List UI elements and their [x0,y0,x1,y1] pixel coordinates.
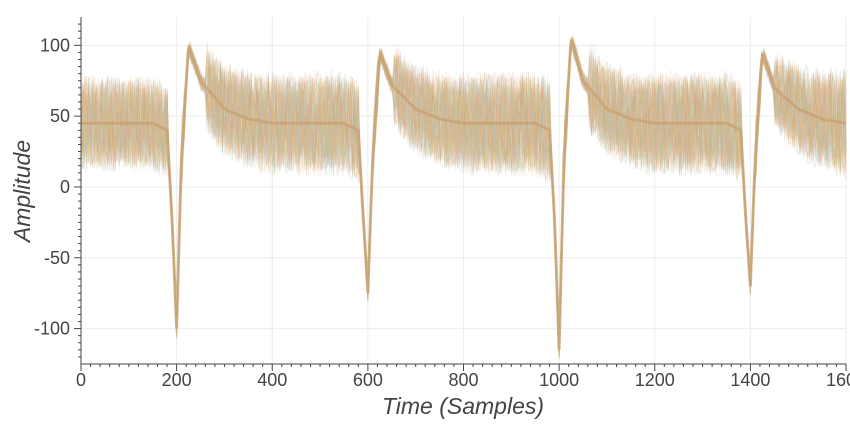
series-line [80,39,847,354]
series-line [80,45,847,358]
series-line [80,38,847,346]
x-tick-label: 1600 [826,370,850,390]
x-axis-title: Time (Samples) [382,393,544,419]
series-line [80,48,847,347]
series-line [80,38,847,351]
y-tick-label: -50 [44,248,70,268]
y-tick-label: 0 [60,177,70,197]
series-line [80,34,847,353]
y-tick-label: 100 [40,35,70,55]
series-line [80,45,847,354]
series-line [80,42,847,350]
series-line [80,44,847,353]
series-line [80,42,847,359]
series-line [80,39,847,344]
y-axis-title: Amplitude [9,140,35,244]
series-line [80,38,847,355]
series-line [80,41,847,351]
series-line [80,43,847,359]
series-line [80,44,847,347]
series-line [80,46,847,349]
series-line [80,37,847,354]
series-line [80,46,847,345]
series-line [80,41,847,357]
series-line [80,45,847,347]
series-line [80,37,847,346]
series-line [80,41,847,355]
series-line [80,46,847,358]
x-tick-label: 800 [448,370,478,390]
x-tick-label: 400 [257,370,287,390]
series-line [80,44,847,348]
series-line [80,38,847,353]
mean-series-line [81,39,847,350]
series-line [80,40,847,344]
series-line [80,39,847,348]
series-line [80,38,847,348]
series-line [80,42,847,346]
series-line [80,42,847,354]
series-line [80,44,847,348]
grid [80,17,847,364]
series-line [80,40,847,357]
series-line [80,43,847,355]
x-tick-label: 1400 [730,370,770,390]
series-line [80,40,847,345]
series-line [80,35,847,355]
series-line [80,37,847,354]
series-line [80,39,847,360]
x-tick-label: 1200 [635,370,675,390]
series-line [80,41,847,354]
series-line [80,38,847,354]
series-line [80,45,847,356]
x-tick-label: 200 [162,370,192,390]
y-tick-label: -100 [34,319,70,339]
series-group [80,34,847,360]
y-tick-label: 50 [50,106,70,126]
ticks: 0 200 400 600 800 1000 1200 1400 1600 -100 -50 0 50 1… [34,23,850,390]
series-line [80,37,847,358]
series-line [80,35,847,348]
series-line [80,39,847,344]
x-tick-label: 0 [76,370,86,390]
series-line [80,39,847,356]
x-tick-label: 600 [353,370,383,390]
x-tick-label: 1000 [539,370,579,390]
series-line [80,41,847,355]
series-line [80,50,847,348]
series-line [80,44,847,350]
series-line [80,38,847,343]
